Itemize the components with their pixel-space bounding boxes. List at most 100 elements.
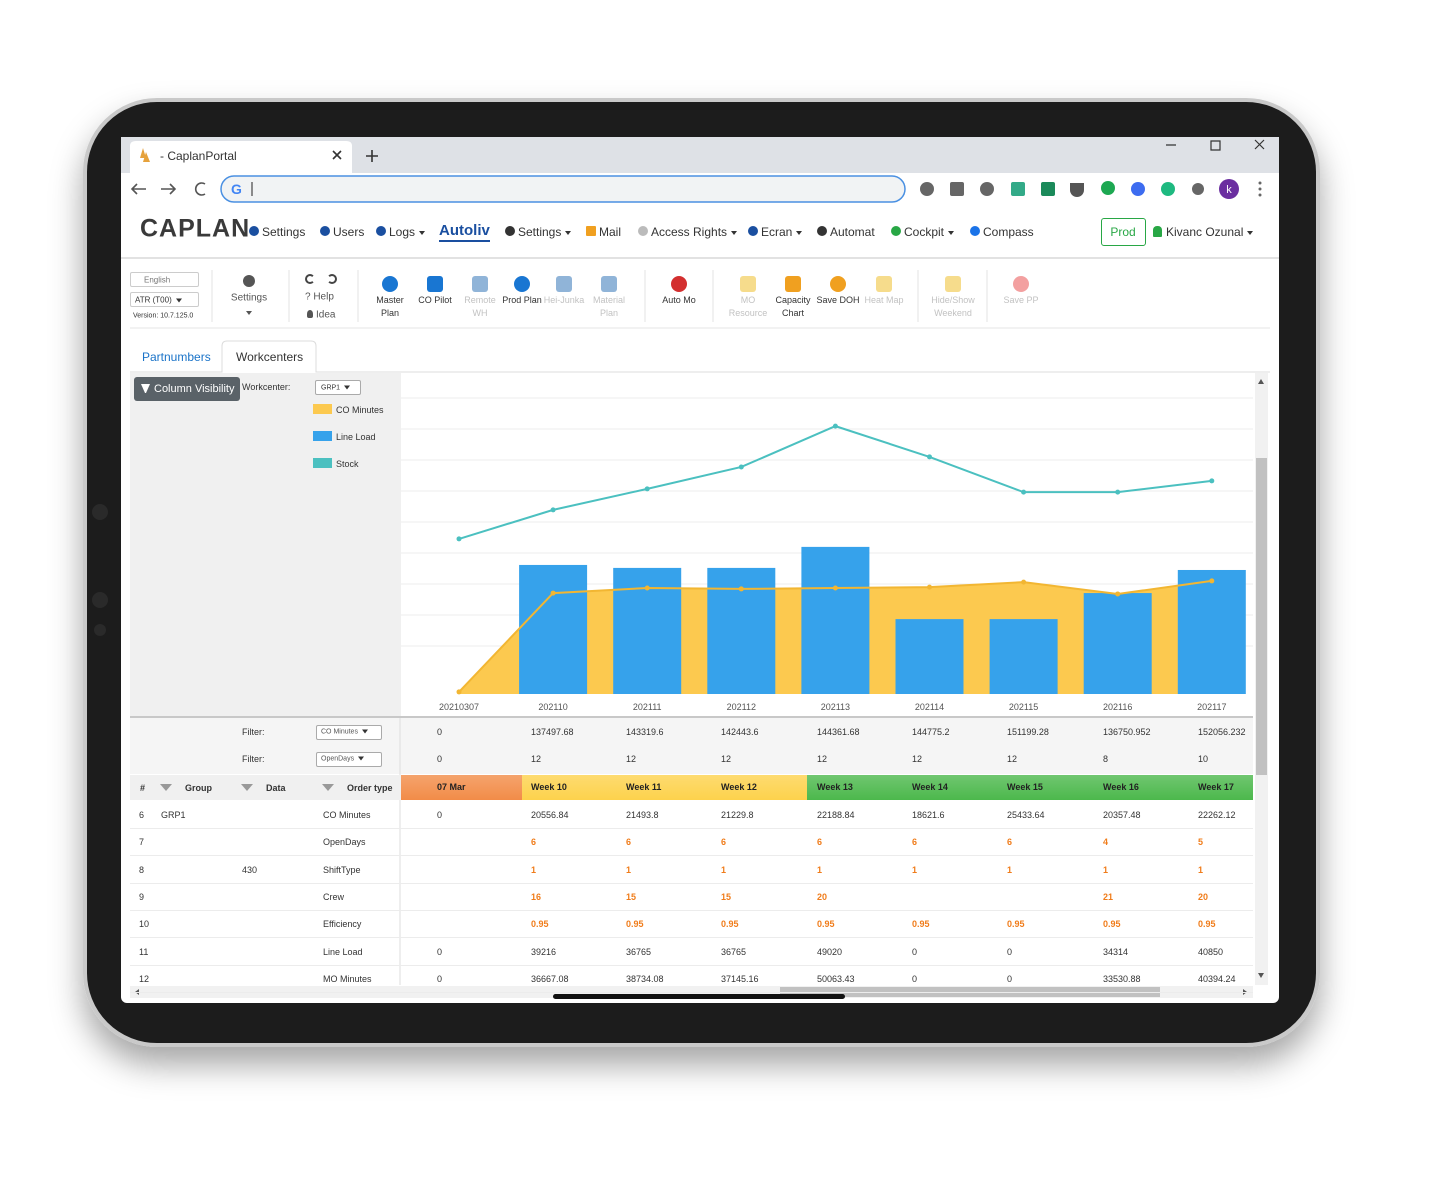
period-header[interactable]: Week 12 xyxy=(721,782,757,792)
nav-item[interactable]: Cockpit xyxy=(904,225,954,239)
user-name[interactable]: Kivanc Ozunal xyxy=(1166,225,1253,239)
table-cell[interactable]: 1 xyxy=(721,864,727,875)
table-cell: 36667.08 xyxy=(531,973,569,984)
toolbar-button[interactable]: Auto Mo xyxy=(662,295,696,305)
table-cell[interactable]: 1 xyxy=(1198,864,1204,875)
user-icon xyxy=(1153,226,1162,237)
column-header[interactable]: Group xyxy=(185,783,212,793)
table-cell[interactable]: 16 xyxy=(531,891,542,902)
filter-value: 8 xyxy=(1103,754,1109,764)
period-header[interactable]: Week 11 xyxy=(626,782,662,792)
env-button[interactable] xyxy=(1101,218,1146,246)
table-cell[interactable]: 15 xyxy=(626,891,637,902)
period-header[interactable]: Week 10 xyxy=(531,782,567,792)
toolbar-button[interactable]: CO Pilot xyxy=(418,295,452,305)
nav-item[interactable]: Settings xyxy=(262,225,306,239)
table-cell[interactable]: 1 xyxy=(912,864,918,875)
filter-value: 12 xyxy=(531,754,542,764)
table-cell[interactable]: 0.95 xyxy=(531,919,549,930)
point xyxy=(550,590,556,596)
table-cell: ShiftType xyxy=(323,864,361,875)
settings-label[interactable]: Settings xyxy=(230,292,268,304)
nav-item[interactable]: Compass xyxy=(983,225,1034,239)
tab-active[interactable]: Workcenters xyxy=(236,350,304,364)
language-select[interactable] xyxy=(130,272,199,287)
nav-item[interactable]: Users xyxy=(333,225,365,239)
table-cell[interactable]: 1 xyxy=(1007,864,1013,875)
tab[interactable]: Partnumbers xyxy=(142,350,211,364)
table-cell[interactable]: 0.95 xyxy=(1198,919,1216,930)
toolbar-icon xyxy=(945,276,961,292)
toolbar-button[interactable]: Capacity Chart xyxy=(775,295,811,318)
x-tick-label: 202114 xyxy=(914,702,945,712)
point xyxy=(1115,489,1121,495)
filter-value: 12 xyxy=(626,754,637,764)
table-cell[interactable]: 0.95 xyxy=(1103,919,1121,930)
workcenter: GRP1 xyxy=(321,385,350,392)
table-cell[interactable]: 0.95 xyxy=(912,919,930,930)
column-header[interactable]: # xyxy=(140,783,146,793)
table-cell[interactable]: 1 xyxy=(1103,864,1109,875)
table-cell[interactable]: 15 xyxy=(721,891,732,902)
nav-icon xyxy=(891,226,901,236)
table-cell[interactable]: 6 xyxy=(531,837,537,848)
table-cell[interactable]: 0.95 xyxy=(721,919,739,930)
nav-item[interactable]: Automat xyxy=(830,225,875,239)
table-cell[interactable]: 4 xyxy=(1103,837,1109,848)
table-cell[interactable]: 21 xyxy=(1103,891,1114,902)
nav-item[interactable]: Mail xyxy=(599,225,622,239)
nav-icon xyxy=(376,226,386,236)
toolbar-button[interactable]: Save DOH xyxy=(816,295,860,305)
period-header[interactable]: 07 Mar xyxy=(437,782,466,792)
nav-item[interactable]: Settings xyxy=(518,225,571,239)
table-cell[interactable]: 6 xyxy=(1007,837,1013,848)
table-cell[interactable]: 1 xyxy=(626,864,632,875)
table-cell[interactable]: 20 xyxy=(1198,891,1209,902)
toolbar-icon xyxy=(382,276,398,292)
table-cell[interactable]: 6 xyxy=(626,837,632,848)
table-cell[interactable]: 0.95 xyxy=(1007,919,1025,930)
table-cell: 0 xyxy=(437,946,443,957)
table-cell[interactable]: 0.95 xyxy=(626,919,644,930)
table-cell[interactable]: 6 xyxy=(912,837,918,848)
settings-caret xyxy=(246,311,252,315)
toolbar-icon xyxy=(785,276,801,292)
period-header[interactable]: Week 13 xyxy=(817,782,853,792)
nav-item[interactable]: Autoliv xyxy=(439,222,490,242)
table-cell[interactable]: 20 xyxy=(817,891,828,902)
point xyxy=(456,536,462,542)
table-cell: Efficiency xyxy=(323,919,362,930)
toolbar-button: Material Plan xyxy=(592,295,625,318)
help[interactable]: ? Help xyxy=(305,291,334,303)
table-cell[interactable]: 0.95 xyxy=(817,919,835,930)
idea[interactable]: Idea xyxy=(316,309,336,321)
table-cell[interactable]: 6 xyxy=(817,837,823,848)
table-cell[interactable]: 6 xyxy=(721,837,727,848)
table-cell: 39216 xyxy=(531,946,557,957)
column-visibility-button[interactable] xyxy=(134,377,240,401)
settings-icon xyxy=(243,275,255,287)
column-header[interactable]: Data xyxy=(266,783,286,793)
table-cell: 0 xyxy=(912,973,918,984)
period-header[interactable]: Week 14 xyxy=(912,782,948,792)
period-header[interactable]: Week 15 xyxy=(1007,782,1043,792)
period-header[interactable]: Week 16 xyxy=(1103,782,1139,792)
toolbar-button[interactable]: Prod Plan xyxy=(502,295,542,305)
language: English xyxy=(144,275,171,285)
toolbar-button[interactable]: Master Plan xyxy=(376,295,404,318)
nav-item[interactable]: Ecran xyxy=(761,225,802,239)
table-cell[interactable]: 5 xyxy=(1198,837,1204,848)
period-header[interactable]: Week 17 xyxy=(1198,782,1234,792)
bar xyxy=(1177,569,1246,694)
table-cell: 0 xyxy=(437,810,443,820)
period-header-cell xyxy=(903,775,998,800)
nav-item[interactable]: Access Rights xyxy=(651,225,737,239)
row-separator xyxy=(130,937,1253,939)
row-separator xyxy=(130,882,1253,884)
nav-item[interactable]: Logs xyxy=(389,225,425,239)
column-header[interactable]: Order type xyxy=(347,783,393,793)
table-cell[interactable]: 1 xyxy=(817,864,823,875)
x-tick-label: 202116 xyxy=(1103,702,1133,712)
table-cell[interactable]: 1 xyxy=(531,864,537,875)
